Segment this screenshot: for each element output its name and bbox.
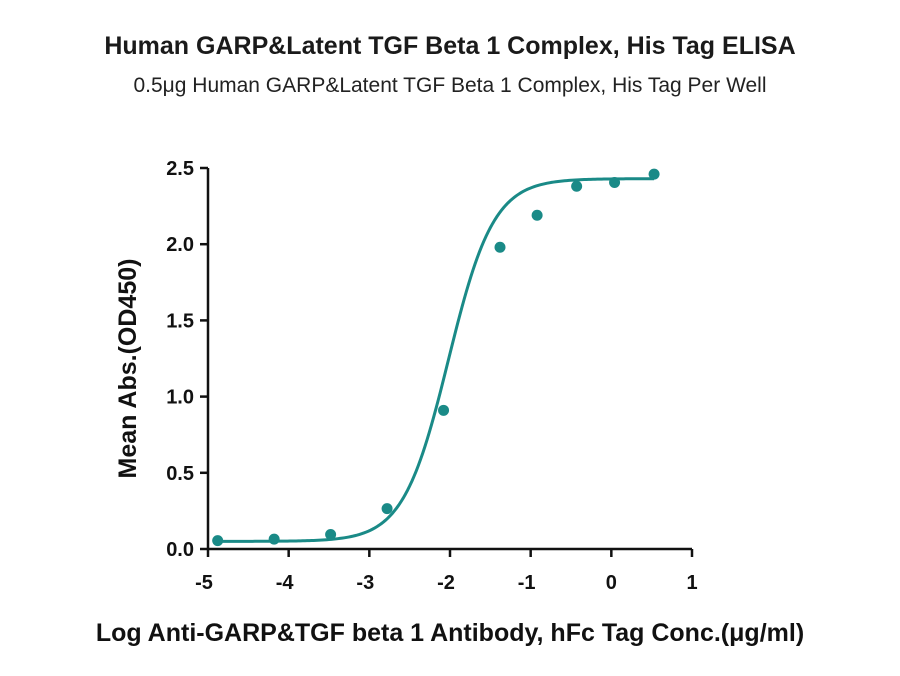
x-tick-label: -1 — [518, 572, 536, 594]
data-point — [268, 533, 280, 545]
chart-title: Human GARP&Latent TGF Beta 1 Complex, Hi… — [104, 32, 796, 60]
x-tick-label: -2 — [437, 572, 455, 594]
x-tick-label: -3 — [356, 572, 374, 594]
y-axis-title: Mean Abs.(OD450) — [114, 259, 142, 479]
x-ticks: -5 -4 -3 -2 -1 0 1 — [195, 549, 698, 594]
x-tick-label: 0 — [606, 572, 617, 594]
data-point — [648, 168, 660, 180]
y-tick-label: 1.5 — [166, 310, 194, 332]
data-point — [609, 176, 621, 188]
data-point — [531, 209, 543, 221]
data-point — [438, 404, 450, 416]
data-point — [212, 535, 224, 547]
data-point — [381, 503, 393, 515]
y-tick-label: 0.5 — [166, 463, 194, 485]
y-ticks: 0.0 0.5 1.0 1.5 2.0 2.5 — [166, 158, 208, 561]
y-tick-label: 2.5 — [166, 158, 194, 180]
chart-subtitle: 0.5μg Human GARP&Latent TGF Beta 1 Compl… — [133, 74, 767, 97]
x-tick-label: -5 — [195, 572, 213, 594]
data-point — [571, 180, 583, 192]
y-tick-label: 0.0 — [166, 539, 194, 561]
data-point — [325, 529, 337, 541]
x-tick-label: 1 — [686, 572, 697, 594]
data-points — [212, 168, 660, 547]
fit-curve — [217, 177, 655, 543]
y-tick-label: 2.0 — [166, 234, 194, 256]
x-axis-title: Log Anti-GARP&TGF beta 1 Antibody, hFc T… — [96, 619, 804, 647]
data-point — [494, 241, 506, 253]
x-tick-label: -4 — [276, 572, 295, 594]
y-tick-label: 1.0 — [166, 387, 194, 409]
